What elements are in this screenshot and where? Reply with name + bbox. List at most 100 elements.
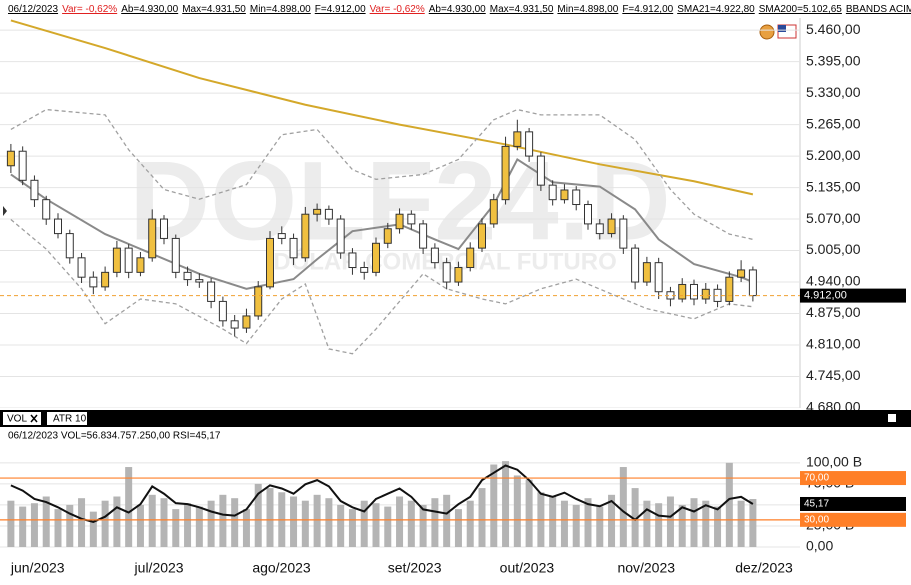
volume-bar xyxy=(19,506,27,547)
candle-body xyxy=(112,247,121,273)
candle-body xyxy=(642,262,651,283)
volume-bar xyxy=(231,498,239,547)
volume-bar xyxy=(478,488,486,547)
volume-bar xyxy=(136,504,144,547)
candle-body xyxy=(372,242,380,273)
candle-body xyxy=(454,267,463,283)
y-tick-label: 4.745,00 xyxy=(806,367,861,383)
x-tick-label: jul/2023 xyxy=(134,560,184,576)
volume-bar xyxy=(219,494,227,547)
candle-body xyxy=(148,218,157,259)
volume-bar xyxy=(42,496,50,547)
volume-bar xyxy=(431,498,439,547)
volume-bar xyxy=(619,467,627,547)
header-item: Min=4.898,00 xyxy=(249,4,311,15)
candle-body xyxy=(348,252,357,269)
volume-bar xyxy=(301,500,309,547)
candle-body xyxy=(419,223,428,249)
tab-label: VOL xyxy=(7,414,27,425)
y-tick-label: 100,00 B xyxy=(806,454,862,470)
x-tick-label: ago/2023 xyxy=(252,560,311,576)
candle-body xyxy=(195,279,204,283)
candle-body xyxy=(383,228,392,244)
volume-bar xyxy=(113,496,121,547)
header-item: Min=4.898,00 xyxy=(557,4,619,15)
volume-bar xyxy=(313,494,321,547)
volume-bar xyxy=(525,479,533,547)
header-item: SMA21=4.922,80 xyxy=(677,4,755,15)
volume-bar xyxy=(407,500,415,547)
candle-body xyxy=(560,189,569,201)
candle-body xyxy=(124,247,133,273)
volume-bar xyxy=(655,503,663,547)
volume-bar xyxy=(195,506,203,547)
candle-body xyxy=(254,286,263,317)
y-tick-label: 5.070,00 xyxy=(806,210,861,226)
volume-bar xyxy=(714,506,722,547)
y-tick-label: 5.005,00 xyxy=(806,241,861,257)
indicator-line xyxy=(10,158,754,290)
volume-bar xyxy=(207,500,215,547)
rsi-line xyxy=(10,464,754,523)
header-item: F=4.912,00 xyxy=(314,4,366,15)
y-tick-label: 4.875,00 xyxy=(806,304,861,320)
candle-body xyxy=(171,237,180,273)
scroll-marker[interactable] xyxy=(3,206,7,216)
volume-bar xyxy=(490,464,498,547)
candle-body xyxy=(478,223,486,249)
volume-bar xyxy=(690,498,698,547)
candle-body xyxy=(89,276,98,288)
volume-bar xyxy=(513,475,521,547)
volume-bar xyxy=(678,504,686,547)
volume-bar xyxy=(348,509,356,547)
tab[interactable] xyxy=(47,412,87,425)
tab-label: ATR 10 xyxy=(53,414,87,425)
volume-bar xyxy=(184,503,192,547)
rsi-value-label: 45,17 xyxy=(804,499,829,510)
header-item: Var= -0,62% xyxy=(369,4,425,15)
candle-body xyxy=(336,218,345,254)
volume-bar xyxy=(666,496,674,547)
y-tick-label: 4.810,00 xyxy=(806,336,861,352)
candle-body xyxy=(18,150,27,181)
volume-bar xyxy=(560,500,568,547)
y-tick-label: 5.395,00 xyxy=(806,52,861,68)
candle-body xyxy=(748,269,757,297)
volume-bar xyxy=(502,461,510,547)
maximize-icon[interactable] xyxy=(888,414,896,422)
candle-body xyxy=(77,257,86,278)
volume-bar xyxy=(148,494,156,547)
watermark-title: DOLF24.D xyxy=(129,139,670,264)
candle-body xyxy=(324,208,333,220)
volume-bar xyxy=(643,500,651,547)
volume-bar xyxy=(337,504,345,547)
volume-bar xyxy=(30,503,38,547)
y-tick-label: 5.135,00 xyxy=(806,178,861,194)
volume-bar xyxy=(101,500,109,547)
header-item: Max=4.931,50 xyxy=(489,4,554,15)
last-price-label: 4.912,00 xyxy=(804,290,847,302)
overlay: 4.680,004.745,004.810,004.875,004.940,00… xyxy=(0,21,911,576)
x-tick-label: jun/2023 xyxy=(10,560,65,576)
candle-body xyxy=(737,269,746,278)
close-icon[interactable] xyxy=(30,414,38,423)
header-item: 06/12/2023 xyxy=(8,4,59,15)
candle-body xyxy=(725,276,734,302)
volume-bar xyxy=(7,500,15,547)
currency-icon[interactable] xyxy=(759,24,775,40)
flag-canton xyxy=(778,25,786,32)
candle-body xyxy=(6,150,15,167)
candle-body xyxy=(595,223,604,235)
candle-body xyxy=(678,283,687,300)
y-tick-label: 4.940,00 xyxy=(806,273,861,289)
candle-body xyxy=(654,262,663,293)
volume-bar xyxy=(749,499,757,547)
header-item: Ab=4.930,00 xyxy=(121,4,179,15)
volume-bar xyxy=(454,509,462,547)
volume-bar xyxy=(325,498,333,547)
candle-body xyxy=(631,247,640,283)
volume-bar xyxy=(360,500,368,547)
